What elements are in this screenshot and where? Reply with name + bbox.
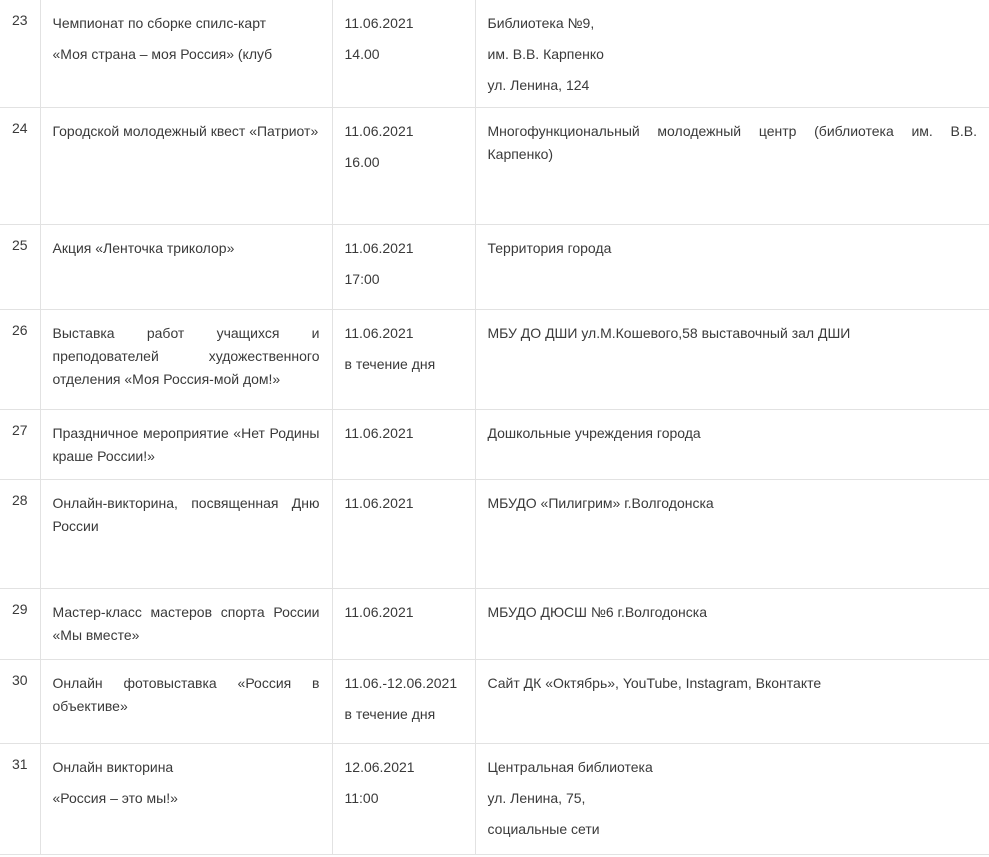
event-location-paragraph: ул. Ленина, 124 [487, 77, 590, 93]
event-name-cell: Городской молодежный квест «Патриот» [40, 107, 333, 225]
row-number-cell: 25 [0, 224, 41, 310]
event-location-cell: Библиотека №9, им. В.В. Карпенко ул. Ленин… [475, 0, 989, 108]
event-datetime-paragraph: 11:00 [344, 789, 379, 806]
event-datetime-cell: 11.06.-12.06.2021 в течение дня [332, 659, 476, 744]
table-row: 27 Праздничное мероприятие «Нет Родины к… [0, 409, 989, 480]
event-location-cell: Многофункциональный молодежный центр (би… [475, 107, 989, 225]
event-name-cell: Мастер-класс мастеров спорта России «Мы … [40, 588, 333, 660]
event-name-paragraph: Чемпионат по сборке спилс-карт [52, 15, 267, 31]
event-name-cell: Чемпионат по сборке спилс-карт «Моя стран… [40, 0, 333, 108]
table-row: 29 Мастер-класс мастеров спорта России «… [0, 588, 989, 660]
event-location-paragraph: МБУДО «Пилигрим» г.Волгодонска [487, 494, 714, 511]
event-location-paragraph: Территория города [487, 239, 612, 256]
event-datetime-cell: 11.06.2021 16.00 [332, 107, 476, 225]
row-number-cell: 23 [0, 0, 41, 108]
event-location-paragraph: им. В.В. Карпенко [487, 46, 604, 62]
event-datetime-paragraph: в течение дня [344, 705, 436, 722]
event-location-cell: Центральная библиотека ул. Ленина, 75, соц… [475, 743, 989, 855]
event-datetime-paragraph: 17:00 [344, 270, 380, 287]
event-location-paragraph: ул. Ленина, 75, [487, 789, 586, 806]
event-datetime-cell: 11.06.2021 [332, 588, 476, 660]
table-row: 24 Городской молодежный квест «Патриот» … [0, 107, 989, 225]
row-number-cell: 30 [0, 659, 41, 744]
event-location-paragraph: социальные сети [487, 820, 600, 837]
table-row: 26 Выставка работ учащихся и преподовате… [0, 309, 989, 410]
table-row: 28 Онлайн-викторина, посвященная Дню Рос… [0, 479, 989, 589]
event-name-cell: Выставка работ учащихся и преподователей… [40, 309, 333, 410]
event-datetime-paragraph: 11.06.2021 [344, 494, 414, 511]
event-datetime-paragraph: 11.06.2021 [344, 122, 414, 139]
table-row: 30 Онлайн фотовыставка «Россия в объекти… [0, 659, 989, 744]
event-datetime-paragraph: 11.06.-12.06.2021 [344, 674, 458, 691]
row-number-cell: 29 [0, 588, 41, 660]
row-number-cell: 28 [0, 479, 41, 589]
event-datetime-paragraph: 16.00 [344, 153, 380, 170]
event-name-paragraph: Онлайн-викторина, посвященная Дню России [52, 494, 320, 534]
event-location-paragraph: Библиотека №9, [487, 15, 595, 31]
event-datetime-cell: 12.06.2021 11:00 [332, 743, 476, 855]
table-row: 25 Акция «Ленточка триколор» 11.06.2021 1… [0, 224, 989, 310]
event-location-cell: Сайт ДК «Октябрь», YouTube, Instagram, В… [475, 659, 989, 744]
event-datetime-paragraph: 11.06.2021 [344, 239, 414, 256]
event-location-cell: МБУДО «Пилигрим» г.Волгодонска [475, 479, 989, 589]
event-datetime-cell: 11.06.2021 17:00 [332, 224, 476, 310]
event-name-paragraph: Праздничное мероприятие «Нет Родины краш… [52, 424, 320, 464]
row-number-cell: 27 [0, 409, 41, 480]
event-datetime-cell: 11.06.2021 в течение дня [332, 309, 476, 410]
event-name-paragraph: «Моя страна – моя Россия» (клуб [52, 46, 273, 62]
event-datetime-paragraph: 11.06.2021 [344, 324, 414, 341]
event-location-paragraph: МБУДО ДЮСШ №6 г.Волгодонска [487, 603, 708, 620]
event-datetime-cell: 11.06.2021 14.00 [332, 0, 476, 108]
table-row: 31 Онлайн викторина «Россия – это мы!» 12… [0, 743, 989, 855]
event-datetime-paragraph: в течение дня [344, 355, 436, 372]
event-datetime-paragraph: 11.06.2021 [344, 15, 414, 31]
event-name-cell: Онлайн-викторина, посвященная Дню России [40, 479, 333, 589]
event-location-paragraph: Сайт ДК «Октябрь», YouTube, Instagram, В… [487, 674, 822, 691]
row-number-cell: 26 [0, 309, 41, 410]
event-location-paragraph: МБУ ДО ДШИ ул.М.Кошевого,58 выставочный … [487, 324, 851, 341]
event-location-cell: МБУДО ДЮСШ №6 г.Волгодонска [475, 588, 989, 660]
event-name-cell: Праздничное мероприятие «Нет Родины краш… [40, 409, 333, 480]
event-name-cell: Акция «Ленточка триколор» [40, 224, 333, 310]
event-datetime-cell: 11.06.2021 [332, 409, 476, 480]
event-name-paragraph: Акция «Ленточка триколор» [52, 239, 235, 256]
event-datetime-paragraph: 14.00 [344, 46, 380, 62]
event-name-paragraph: «Россия – это мы!» [52, 789, 178, 806]
event-location-paragraph: Центральная библиотека [487, 758, 653, 775]
event-datetime-paragraph: 11.06.2021 [344, 424, 414, 441]
event-name-paragraph: Городской молодежный квест «Патриот» [52, 122, 319, 139]
event-datetime-paragraph: 12.06.2021 [344, 758, 415, 775]
event-location-cell: Территория города [475, 224, 989, 310]
row-number-cell: 24 [0, 107, 41, 225]
event-location-cell: Дошкольные учреждения города [475, 409, 989, 480]
event-name-cell: Онлайн викторина «Россия – это мы!» [40, 743, 333, 855]
event-location-paragraph: Дошкольные учреждения города [487, 424, 701, 441]
row-number-cell: 31 [0, 743, 41, 855]
event-name-paragraph: Мастер-класс мастеров спорта России «Мы … [52, 603, 320, 643]
table-row: 23 Чемпионат по сборке спилс-карт «Моя ст… [0, 0, 989, 108]
event-location-cell: МБУ ДО ДШИ ул.М.Кошевого,58 выставочный … [475, 309, 989, 410]
event-name-cell: Онлайн фотовыставка «Россия в объективе» [40, 659, 333, 744]
event-name-paragraph: Онлайн фотовыставка «Россия в объективе» [52, 674, 320, 714]
event-name-paragraph: Онлайн викторина [52, 758, 174, 775]
event-datetime-cell: 11.06.2021 [332, 479, 476, 589]
event-datetime-paragraph: 11.06.2021 [344, 603, 414, 620]
event-location-paragraph: Многофункциональный молодежный центр (би… [487, 122, 978, 162]
event-name-paragraph: Выставка работ учащихся и преподователей… [52, 324, 320, 387]
